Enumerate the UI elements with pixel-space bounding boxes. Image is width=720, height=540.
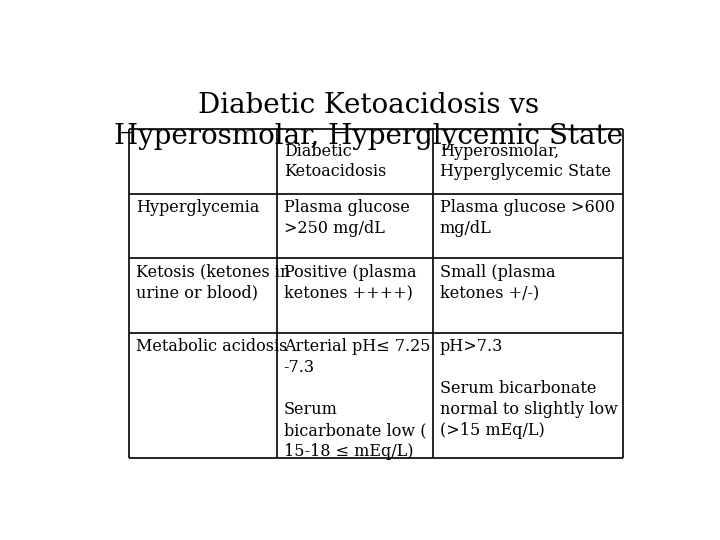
Text: Metabolic acidosis: Metabolic acidosis (136, 339, 287, 355)
Text: Hyperosmolar,
Hyperglycemic State: Hyperosmolar, Hyperglycemic State (440, 143, 611, 180)
Text: Diabetic Ketoacidosis vs
Hyperosmolar, Hyperglycemic State: Diabetic Ketoacidosis vs Hyperosmolar, H… (114, 92, 624, 150)
Text: pH>7.3

Serum bicarbonate
normal to slightly low
(>15 mEq/L): pH>7.3 Serum bicarbonate normal to sligh… (440, 339, 618, 439)
Text: Small (plasma
ketones +/-): Small (plasma ketones +/-) (440, 264, 556, 301)
Text: Plasma glucose >600
mg/dL: Plasma glucose >600 mg/dL (440, 199, 615, 237)
Text: Ketosis (ketones in
urine or blood): Ketosis (ketones in urine or blood) (136, 264, 290, 301)
Text: Positive (plasma
ketones ++++): Positive (plasma ketones ++++) (284, 264, 416, 301)
Text: Plasma glucose
>250 mg/dL: Plasma glucose >250 mg/dL (284, 199, 410, 237)
Text: Diabetic
Ketoacidosis: Diabetic Ketoacidosis (284, 143, 386, 180)
Text: Hyperglycemia: Hyperglycemia (136, 199, 259, 216)
Text: Arterial pH≤ 7.25
-7.3

Serum
bicarbonate low (
15-18 ≤ mEq/L): Arterial pH≤ 7.25 -7.3 Serum bicarbonate… (284, 339, 430, 460)
